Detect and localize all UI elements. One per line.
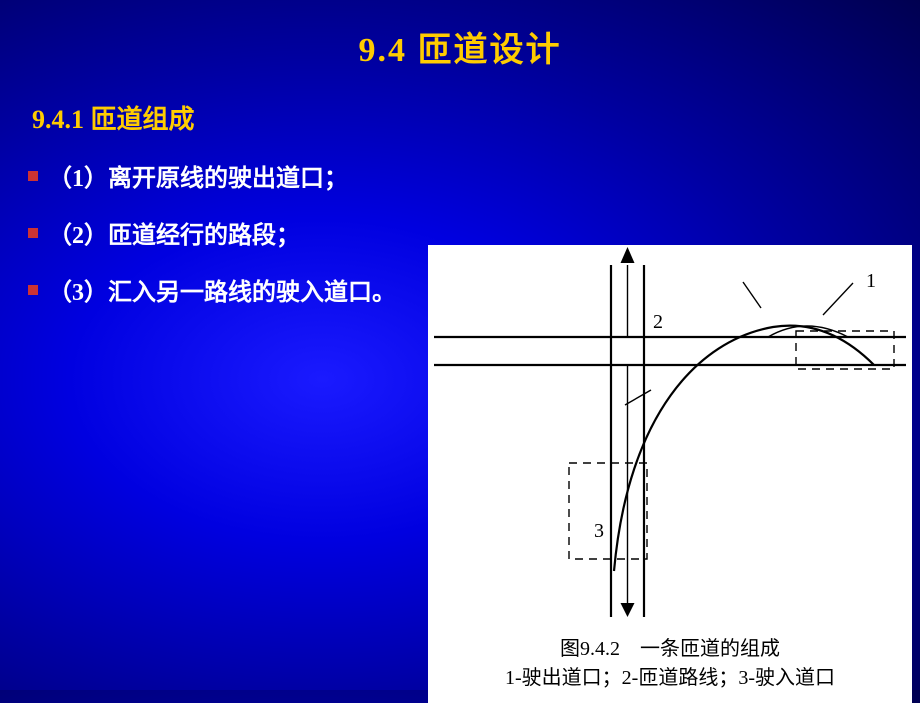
figure-caption: 图9.4.2 一条匝道的组成 1-驶出道口；2-匝道路线；3-驶入道口 xyxy=(428,629,912,703)
caption-line: 图9.4.2 一条匝道的组成 xyxy=(428,635,912,664)
section-subtitle: 9.4.1 匝道组成 xyxy=(32,99,920,136)
caption-line: 1-驶出道口；2-匝道路线；3-驶入道口 xyxy=(428,664,912,693)
figure-diagram: 1 2 3 xyxy=(428,245,912,629)
item-text: （2）匝道经行的路段； xyxy=(48,215,300,250)
bullet-icon xyxy=(28,171,38,181)
svg-text:1: 1 xyxy=(866,270,876,292)
svg-text:2: 2 xyxy=(653,311,663,333)
item-text: （1）离开原线的驶出道口； xyxy=(48,158,348,193)
ramp-diagram-svg: 1 2 3 xyxy=(428,245,912,629)
bullet-icon xyxy=(28,228,38,238)
item-text: （3）汇入另一路线的驶入道口。 xyxy=(48,272,396,307)
list-item: （1）离开原线的驶出道口； xyxy=(28,158,920,193)
svg-text:3: 3 xyxy=(594,520,604,542)
bullet-icon xyxy=(28,285,38,295)
page-title: 9.4 匝道设计 xyxy=(0,0,920,71)
